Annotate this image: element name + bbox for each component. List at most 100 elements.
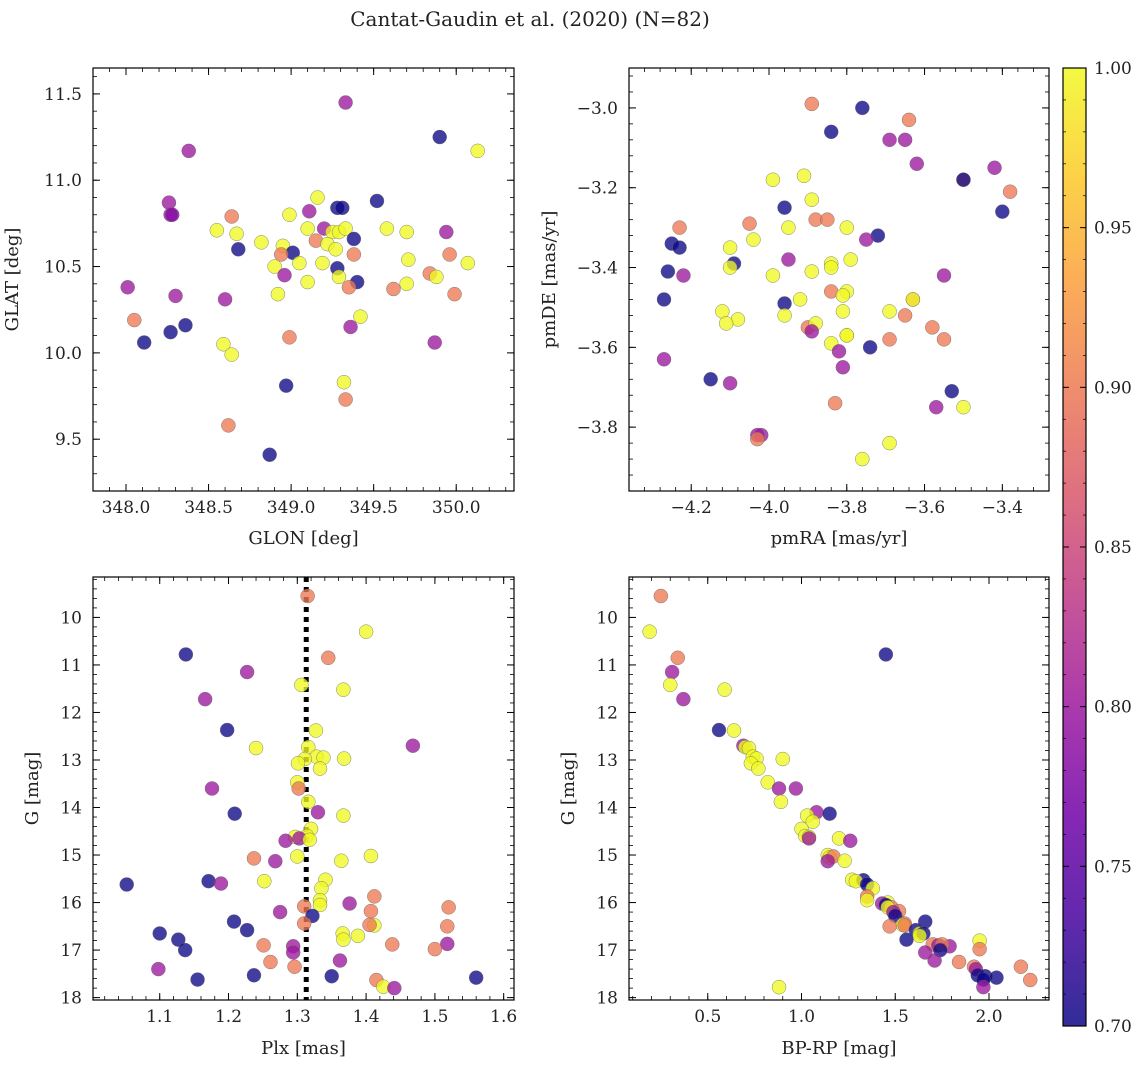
scatter-point <box>801 831 817 846</box>
scatter-point <box>272 904 288 920</box>
scatter-point <box>746 232 761 247</box>
y-tick-label: 16 <box>60 894 82 914</box>
scatter-point <box>338 221 353 236</box>
y-tick-label: −3.2 <box>577 179 618 199</box>
scatter-point <box>427 335 442 350</box>
y-tick-label: 10 <box>60 608 82 628</box>
scatter-point <box>336 375 352 390</box>
scatter-point <box>312 761 328 776</box>
scatter-point <box>855 451 870 467</box>
y-axis-label: pmDE [mas/yr] <box>539 211 560 349</box>
scatter-point <box>216 337 231 352</box>
scatter-point <box>120 280 135 295</box>
scatter-point <box>439 224 454 240</box>
scatter-point <box>804 324 819 339</box>
scatter-point <box>936 268 952 283</box>
scatter-point <box>300 221 315 236</box>
scatter-point <box>217 292 233 307</box>
scatter-point <box>777 308 792 323</box>
scatter-point <box>788 781 804 796</box>
panel-plx_g: 1.1 1.2 1.3 1.4 1.5 1.6 10 11 12 13 14 15 16 17 18 Plx … <box>22 576 517 1059</box>
scatter-point <box>204 781 220 796</box>
scatter-point <box>987 160 1002 175</box>
scatter-point <box>178 647 194 662</box>
scatter-point <box>951 954 967 970</box>
scatter-point <box>353 309 368 324</box>
scatter-point <box>310 805 326 820</box>
scatter-point <box>936 332 952 347</box>
scatter-point <box>324 969 339 984</box>
y-tick-label: 10.0 <box>44 344 82 364</box>
colorbar-tick-label: 0.70 <box>1094 1017 1132 1037</box>
scatter-point <box>719 316 734 331</box>
colorbar-gradient <box>1063 68 1086 1026</box>
scatter-point <box>1002 184 1018 199</box>
scatter-point <box>976 979 991 995</box>
scatter-point <box>277 267 292 283</box>
y-tick-label: 14 <box>596 799 618 819</box>
scatter-point <box>308 723 324 738</box>
x-tick-label: 1.5 <box>421 1007 448 1027</box>
colorbar: 0.70 0.75 0.80 0.85 0.90 0.95 1.00 <box>1062 59 1132 1037</box>
scatter-point <box>805 814 820 829</box>
scatter-point <box>835 360 851 375</box>
scatter-point <box>837 853 852 868</box>
x-tick-label: 1.0 <box>788 1007 815 1027</box>
scatter-point <box>328 242 343 257</box>
scatter-point <box>165 207 180 222</box>
scatter-point <box>989 970 1004 985</box>
scatter-point <box>379 221 395 236</box>
y-axis-label: GLAT [deg] <box>2 228 23 332</box>
x-axis-label: Plx [mas] <box>261 1038 346 1059</box>
x-tick-label: 2.0 <box>975 1007 1002 1027</box>
scatter-point <box>301 794 316 810</box>
y-tick-label: −3.8 <box>577 418 618 438</box>
colorbar-tick-label: 0.85 <box>1094 538 1132 558</box>
scatter-point <box>292 255 307 271</box>
colorbar-tick-label: 0.75 <box>1094 857 1132 877</box>
scatter-point <box>656 292 672 307</box>
scatter-point <box>676 691 691 707</box>
scatter-point <box>290 849 305 864</box>
scatter-point <box>300 588 315 604</box>
scatter-point <box>350 928 366 944</box>
y-axis-label: G [mag] <box>558 752 579 825</box>
scatter-point <box>227 806 242 821</box>
scatter-point <box>839 328 854 343</box>
scatter-point <box>843 252 858 267</box>
y-tick-label: 17 <box>60 941 82 961</box>
scatter-point <box>302 832 317 848</box>
y-tick-label: 18 <box>60 989 82 1009</box>
scatter-point <box>270 286 286 302</box>
scatter-point <box>760 775 775 790</box>
scatter-point <box>181 143 196 159</box>
x-tick-label: 349.5 <box>349 498 398 518</box>
scatter-point <box>775 751 790 767</box>
y-tick-label: 11 <box>60 656 82 676</box>
scatter-point <box>336 932 351 947</box>
scatter-point <box>363 903 379 919</box>
y-tick-label: 10.5 <box>44 258 82 278</box>
scatter-point <box>294 677 309 693</box>
scatter-point <box>362 917 377 933</box>
y-tick-label: 15 <box>596 846 618 866</box>
panel-pmra_pmde: −4.2 −4.0 −3.8 −3.6 −3.4 −3.8 −3.6 −3.4 −3.2 −3.0… <box>539 67 1050 549</box>
scatter-point <box>660 264 676 279</box>
y-tick-label: 11 <box>596 656 618 676</box>
x-tick-label: 350.0 <box>432 498 481 518</box>
scatter-point <box>956 399 971 415</box>
scatter-point <box>274 247 289 262</box>
y-tick-label: 16 <box>596 894 618 914</box>
scatter-point <box>334 853 349 868</box>
scatter-point <box>282 207 297 222</box>
scatter-point <box>226 914 242 929</box>
scatter-point <box>972 941 987 957</box>
scatter-point <box>653 588 669 604</box>
scatter-point <box>899 932 914 947</box>
scatter-point <box>944 384 959 399</box>
scatter-point <box>343 319 358 335</box>
scatter-point <box>310 190 325 205</box>
y-tick-label: 18 <box>596 989 618 1009</box>
scatter-point <box>664 664 680 680</box>
